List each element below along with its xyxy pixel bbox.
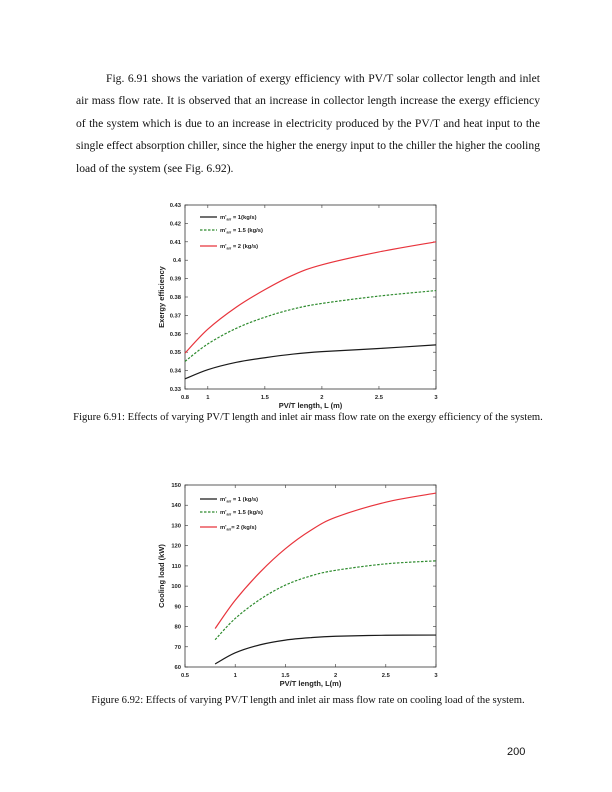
- x-tick-label: 2.5: [382, 673, 391, 679]
- series-line-1: [184, 344, 437, 380]
- y-tick-label: 0.42: [170, 221, 181, 227]
- x-axis-label: PV/T length, L(m): [280, 679, 342, 688]
- x-tick-label: 2: [320, 395, 323, 401]
- x-tick-label: 3: [434, 395, 438, 401]
- body-paragraph: Fig. 6.91 shows the variation of exergy …: [76, 72, 540, 175]
- series-line-3: [214, 492, 437, 629]
- series-line-2: [184, 289, 437, 362]
- y-tick-label: 150: [171, 483, 181, 489]
- y-tick-label: 0.38: [170, 295, 182, 301]
- y-tick-label: 0.4: [173, 258, 182, 264]
- y-tick-label: 130: [171, 523, 181, 529]
- x-tick-label: 3: [434, 673, 438, 679]
- y-tick-label: 100: [171, 584, 181, 590]
- y-tick-label: 0.39: [170, 277, 182, 283]
- series-line-2: [214, 560, 437, 641]
- y-tick-label: 0.34: [170, 369, 182, 375]
- y-tick-label: 0.37: [170, 313, 181, 319]
- y-tick-label: 0.35: [170, 350, 182, 356]
- cooling-load-chart: 0.5 1 1.5 2 2.5 3 60 70 80 90 100 110 120 130 140 150 PV…: [157, 483, 438, 688]
- series-line-3: [184, 241, 437, 354]
- y-tick-label: 0.43: [170, 203, 182, 209]
- plot-frame: [184, 484, 437, 668]
- legend-label-3: m'air = 2 (kg/s): [220, 244, 258, 251]
- legend-label-2: m'air = 1.5 (kg/s): [220, 510, 263, 517]
- y-tick-label: 80: [175, 625, 181, 631]
- y-tick-label: 140: [171, 503, 181, 509]
- legend-label-1: m'air = 1 (kg/s): [220, 497, 258, 504]
- exergy-efficiency-chart: 0.8 1 1.5 2 2.5 3 0.33 0.34 0.35 0.36 0.37 0.38 0.39…: [157, 203, 438, 410]
- figure-6-92-caption: Figure 6.92: Effects of varying PV/T len…: [91, 695, 525, 706]
- x-tick-label: 1: [206, 395, 210, 401]
- legend-label-3: m'air= 2 (kg/s): [220, 525, 257, 532]
- x-tick-label: 1.5: [281, 673, 290, 679]
- x-tick-label: 1: [234, 673, 238, 679]
- y-tick-label: 70: [175, 645, 181, 651]
- legend-label-2: m'air = 1.5 (kg/s): [220, 228, 263, 235]
- y-tick-label: 90: [175, 604, 181, 610]
- series-line-1: [214, 634, 437, 665]
- legend-label-1: m'air = 1(kg/s): [220, 215, 257, 222]
- x-tick-label: 0.5: [181, 673, 190, 679]
- page-number: 200: [507, 746, 526, 758]
- x-tick-label: 2: [334, 673, 337, 679]
- x-tick-label: 1.5: [261, 395, 270, 401]
- y-axis-label: Exergy efficiency: [157, 265, 166, 328]
- y-axis-label: Cooling load (kW): [157, 544, 166, 608]
- x-tick-label: 0.8: [181, 395, 190, 401]
- y-tick-label: 0.41: [170, 240, 182, 246]
- y-tick-label: 110: [172, 564, 181, 570]
- y-tick-label: 0.33: [170, 387, 182, 393]
- x-tick-label: 2.5: [375, 395, 384, 401]
- y-tick-label: 120: [171, 544, 181, 550]
- y-tick-label: 60: [175, 665, 181, 671]
- y-tick-label: 0.36: [170, 332, 182, 338]
- x-axis-label: PV/T length, L (m): [279, 401, 343, 410]
- figure-6-91-caption: Figure 6.91: Effects of varying PV/T len…: [73, 412, 543, 423]
